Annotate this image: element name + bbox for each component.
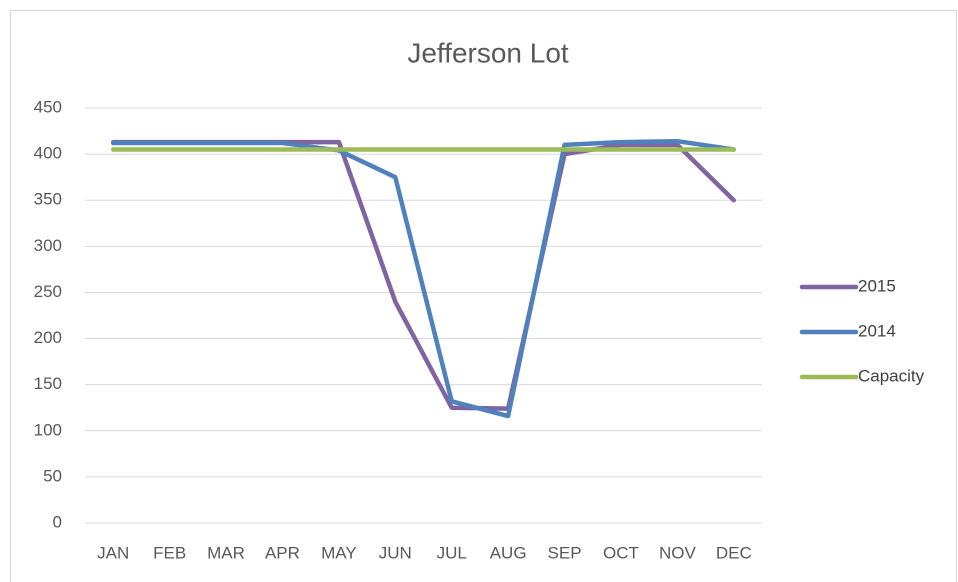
legend-text: Capacity bbox=[858, 366, 925, 385]
series-line bbox=[110, 138, 737, 419]
y-tick-label: 450 bbox=[34, 97, 62, 116]
y-tick-label: 300 bbox=[34, 236, 62, 255]
x-tick-label: NOV bbox=[659, 543, 697, 562]
x-tick-label: FEB bbox=[153, 543, 186, 562]
x-tick-label: OCT bbox=[603, 543, 639, 562]
y-tick-label: 100 bbox=[34, 420, 62, 439]
x-tick-label: SEP bbox=[548, 543, 582, 562]
x-tick-label: JUN bbox=[379, 543, 412, 562]
x-tick-label: DEC bbox=[716, 543, 752, 562]
x-tick-label: MAY bbox=[321, 543, 357, 562]
x-tick-label: AUG bbox=[490, 543, 527, 562]
x-tick-label: MAR bbox=[207, 543, 245, 562]
y-tick-label: 150 bbox=[34, 374, 62, 393]
y-tick-label: 250 bbox=[34, 282, 62, 301]
x-tick-label: JAN bbox=[97, 543, 129, 562]
legend-text: 2014 bbox=[858, 321, 896, 340]
y-tick-label: 400 bbox=[34, 144, 62, 163]
y-tick-label: 50 bbox=[43, 466, 62, 485]
y-tick-label: 0 bbox=[53, 512, 62, 531]
y-tick-label: 200 bbox=[34, 328, 62, 347]
chart-title: Jefferson Lot bbox=[407, 37, 569, 68]
y-tick-label: 350 bbox=[34, 190, 62, 209]
x-tick-label: JUL bbox=[437, 543, 467, 562]
x-tick-label: APR bbox=[265, 543, 300, 562]
chart-border bbox=[10, 10, 957, 582]
legend-text: 2015 bbox=[858, 276, 896, 295]
